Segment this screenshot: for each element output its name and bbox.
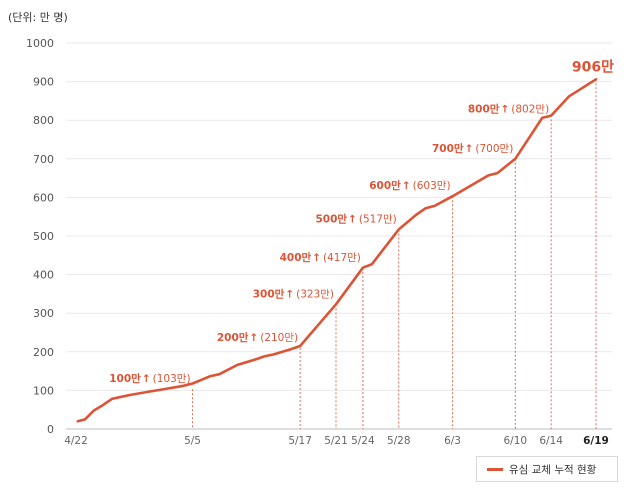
milestone-actual: (802만) [511, 103, 549, 115]
milestone-actual: (323만) [296, 288, 334, 300]
x-tick-label: 6/10 [504, 435, 528, 447]
milestone-arrow: ↑ [402, 180, 411, 192]
milestone-arrow: ↑ [500, 103, 509, 115]
milestone-annotation: 800만↑ (802만) [468, 102, 549, 115]
annotations: 100만↑ (103만)200만↑ (210만)300만↑ (323만)400만↑ (4… [109, 59, 614, 385]
y-tick-label: 200 [33, 346, 54, 359]
milestone-arrow: ↑ [142, 373, 151, 385]
series-line-path [76, 78, 598, 423]
milestone-annotation: 600만↑ (603만) [369, 179, 450, 192]
x-tick-label: 5/17 [288, 435, 312, 447]
legend-label: 유심 교체 누적 현황 [509, 463, 597, 476]
x-tick-label: 6/14 [539, 435, 563, 447]
milestone-bold: 500만 [315, 212, 347, 225]
milestone-annotation: 500만↑ (517만) [315, 212, 396, 225]
x-tick-label: 5/21 [324, 435, 348, 447]
milestone-guides [192, 79, 597, 429]
milestone-actual: (103만) [153, 373, 191, 385]
milestone-actual: (210만) [260, 332, 298, 344]
milestone-annotation: 700만↑ (700만) [432, 142, 513, 155]
milestone-bold: 700만 [432, 142, 464, 155]
milestone-arrow: ↑ [348, 213, 357, 225]
y-tick-label: 700 [33, 153, 54, 166]
milestone-annotation: 300만↑ (323만) [253, 287, 334, 300]
x-tick-label: 6/3 [444, 435, 461, 447]
milestone-actual: (417만) [323, 252, 361, 264]
milestone-actual: (603만) [413, 180, 451, 192]
x-tick-label: 5/24 [351, 435, 375, 447]
milestone-annotation: 400만↑ (417만) [280, 251, 361, 264]
y-tick-label: 600 [33, 191, 54, 204]
milestone-bold: 400만 [280, 251, 312, 264]
milestone-arrow: ↑ [465, 143, 474, 155]
y-tick-label: 0 [47, 423, 54, 436]
legend: 유심 교체 누적 현황 [476, 456, 618, 482]
x-tick-label: 5/5 [184, 435, 201, 447]
y-tick-label: 400 [33, 269, 54, 282]
x-tick-label: 5/28 [387, 435, 411, 447]
series-line [76, 78, 598, 423]
milestone-actual: (700만) [475, 143, 513, 155]
milestone-arrow: ↑ [285, 288, 294, 300]
x-tick-label: 4/22 [64, 435, 88, 447]
milestone-annotation: 200만↑ (210만) [217, 331, 298, 344]
milestone-bold: 300만 [253, 287, 285, 300]
axes: 0 100 200 300 400 500 600 700 800 900 1000 4/22 5/5 5… [26, 37, 609, 447]
y-tick-label: 500 [33, 230, 54, 243]
milestone-arrow: ↑ [249, 332, 258, 344]
grid [66, 42, 612, 430]
milestone-actual: (517만) [359, 213, 397, 225]
milestone-bold: 600만 [369, 179, 401, 192]
y-tick-label: 300 [33, 307, 54, 320]
y-tick-label: 100 [33, 384, 54, 397]
legend-line-swatch [487, 467, 503, 471]
endpoint-label: 906만 [572, 59, 614, 75]
y-axis-unit-label: (단위: 만 명) [8, 11, 68, 24]
milestone-bold: 200만 [217, 331, 249, 344]
x-tick-label: 6/19 [583, 435, 609, 447]
milestone-arrow: ↑ [312, 252, 321, 264]
y-tick-label: 800 [33, 114, 54, 127]
milestone-annotation: 100만↑ (103만) [109, 372, 190, 385]
y-tick-label: 900 [33, 76, 54, 89]
y-tick-label: 1000 [26, 37, 54, 50]
milestone-bold: 800만 [468, 102, 500, 115]
milestone-bold: 100만 [109, 372, 141, 385]
